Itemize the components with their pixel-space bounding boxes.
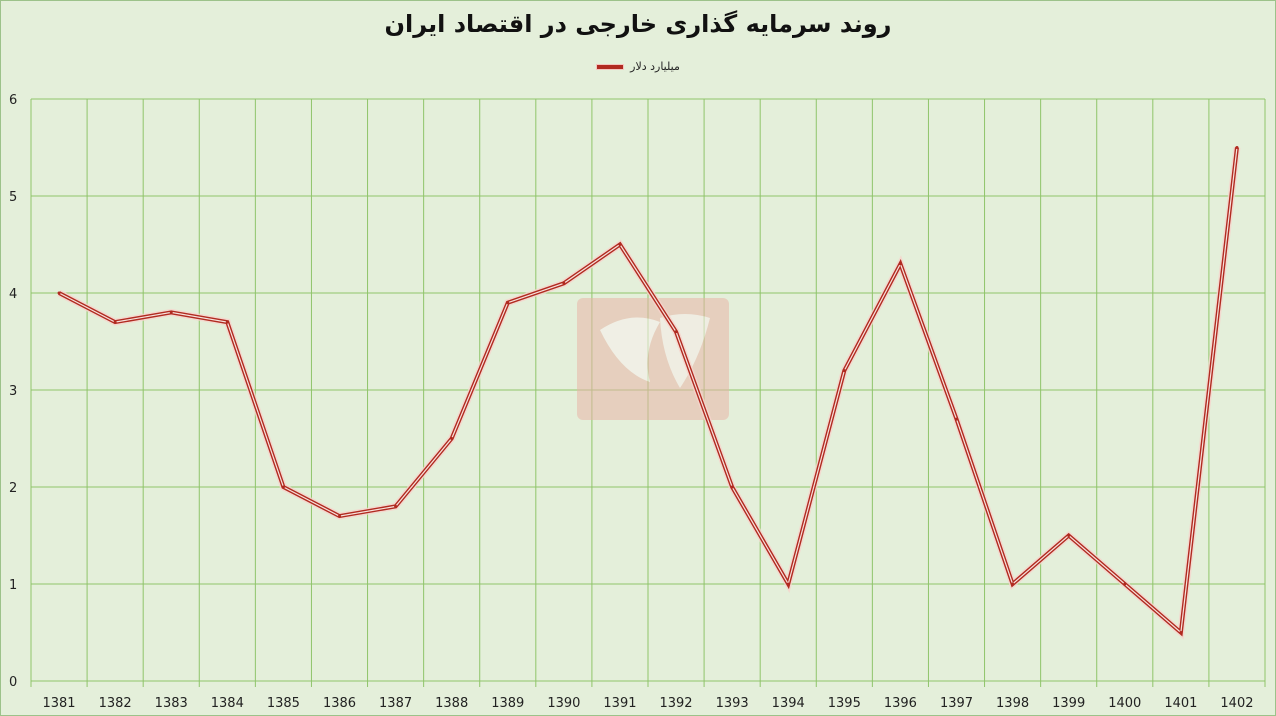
x-tick-label: 1398 — [996, 696, 1029, 711]
data-point — [225, 320, 229, 324]
x-tick-label: 1401 — [1164, 696, 1197, 711]
x-tick-label: 1397 — [940, 696, 973, 711]
data-point — [842, 369, 846, 373]
x-tick-label: 1390 — [547, 696, 580, 711]
x-tick-label: 1395 — [828, 696, 861, 711]
data-point — [281, 485, 285, 489]
x-tick-label: 1386 — [323, 696, 356, 711]
legend-line-swatch — [596, 63, 625, 70]
data-point — [786, 582, 790, 586]
data-point — [898, 262, 902, 266]
legend-label: میلیارد دلار — [630, 60, 680, 73]
x-tick-label: 1396 — [884, 696, 917, 711]
data-point — [450, 437, 454, 440]
data-point — [674, 330, 678, 334]
data-point — [1123, 582, 1127, 586]
x-tick-label: 1383 — [155, 696, 188, 711]
data-point — [394, 504, 398, 508]
data-point — [338, 514, 341, 518]
data-point — [506, 301, 510, 305]
x-tick-label: 1385 — [267, 696, 300, 711]
legend: میلیارد دلار — [0, 60, 1276, 73]
x-tick-label: 1382 — [99, 696, 132, 711]
x-tick-label: 1402 — [1220, 696, 1253, 711]
x-tick-label: 1400 — [1108, 696, 1141, 711]
data-point — [169, 310, 173, 314]
x-tick-label: 1384 — [211, 696, 244, 711]
data-point — [562, 281, 566, 285]
x-tick-label: 1392 — [659, 696, 692, 711]
data-point — [1179, 631, 1183, 634]
series-line-inner — [58, 147, 1238, 634]
data-point — [57, 291, 61, 295]
chart-title: روند سرمایه گذاری خارجی در اقتصاد ایران — [384, 10, 892, 38]
y-tick-label: 5 — [9, 190, 17, 205]
x-tick-label: 1399 — [1052, 696, 1085, 711]
x-tick-label: 1387 — [379, 696, 412, 711]
data-point — [730, 485, 734, 489]
y-tick-label: 4 — [9, 287, 17, 302]
data-point — [1067, 534, 1071, 537]
x-tick-label: 1393 — [716, 696, 749, 711]
data-point — [955, 417, 958, 421]
y-tick-label: 6 — [9, 93, 17, 108]
data-point — [618, 243, 622, 246]
x-tick-label: 1389 — [491, 696, 524, 711]
y-tick-label: 1 — [9, 578, 17, 593]
series-layer — [57, 146, 1241, 640]
axis-layer: 0 1 2 3 4 5 6 1381 1382 1383 1384 1385 1386 1387 1388 1… — [9, 93, 1254, 711]
data-point — [113, 320, 117, 324]
data-point — [1235, 146, 1239, 149]
data-point — [1011, 582, 1015, 586]
x-tick-label: 1381 — [42, 696, 75, 711]
x-tick-label: 1394 — [772, 696, 805, 711]
y-tick-label: 2 — [9, 481, 17, 496]
y-tick-label: 0 — [9, 675, 17, 690]
watermark-logo — [577, 298, 729, 420]
x-tick-label: 1388 — [435, 696, 468, 711]
x-tick-label: 1391 — [603, 696, 636, 711]
y-tick-label: 3 — [9, 384, 17, 399]
